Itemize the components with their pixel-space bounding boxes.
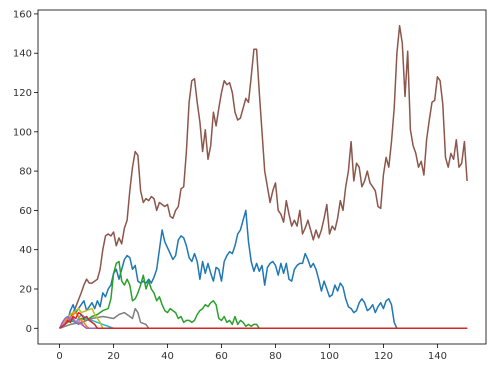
series-line-5 [59,307,468,330]
series-line-1 [59,24,468,329]
y-tick-label: 60 [19,206,32,217]
series-line-9 [58,315,468,330]
x-tick-label: 40 [161,351,174,362]
series-layer [58,24,468,330]
y-tick-label: 120 [13,88,32,99]
y-tick-label: 80 [19,167,32,178]
x-tick-label: 140 [428,351,447,362]
series-line-8 [58,315,468,330]
y-tick-label: 160 [13,9,32,20]
series-line-4 [58,313,468,330]
x-tick-label: 100 [320,351,339,362]
x-tick-label: 0 [56,351,62,362]
series-line-6 [58,307,468,330]
x-tick-label: 20 [107,351,120,362]
plot-frame [37,9,487,345]
axes-layer: 0 20 40 60 80 100 120 140 0 20 40 60 80 100 120 140 160 [13,9,487,362]
x-tick-label: 60 [215,351,228,362]
y-tick-label: 0 [26,324,32,335]
y-tick-label: 40 [19,245,32,256]
y-tick-label: 140 [13,49,32,60]
x-tick-label: 80 [269,351,282,362]
y-tick-label: 20 [19,284,32,295]
y-tick-label: 100 [13,127,32,138]
series-line-10 [59,311,468,330]
x-tick-label: 120 [374,351,393,362]
series-line-3 [59,260,468,330]
series-line-7 [59,311,468,330]
